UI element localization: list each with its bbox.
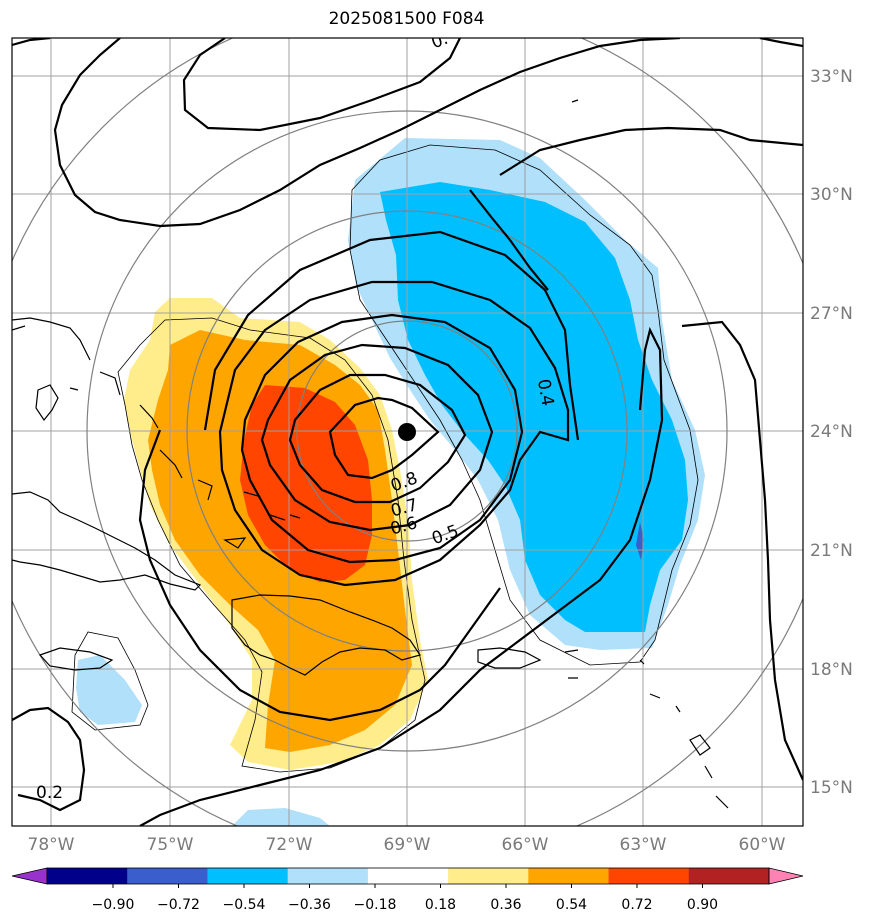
map-frame [11,37,804,827]
significance-contour-west [117,317,426,773]
contour-0.2 [12,706,86,812]
longitude-labels: 78°W 75°W 72°W 69°W 66°W 63°W 60°W [28,835,786,855]
lat-label: 30°N [810,185,853,205]
contour-0.3-south [138,429,501,722]
contour-0.4 [218,280,570,587]
colorbar-tick-label: 0.90 [687,897,718,913]
storm-center-marker [398,423,416,441]
contour-0.3-ne [469,189,549,291]
cuba-coast [12,491,202,591]
lon-label: 66°W [502,835,549,855]
lat-label: 15°N [810,778,853,798]
contour-top [12,38,681,228]
contour-label-0.2: 0.2 [36,783,63,803]
florida-coast [12,317,91,361]
colorbar-tick-label: −0.90 [92,897,135,913]
colorbar-extend-min [11,867,48,885]
contour-0.2-ring [139,326,664,826]
colorbar-bin [367,868,449,884]
colorbar-bin [688,868,770,884]
colorbar-bin [608,868,690,884]
contour-0.3 [203,230,580,441]
negative-shading-inner [380,182,688,632]
colorbar-bin [127,868,208,884]
lat-label: 24°N [810,422,853,442]
colorbar-tick-label: −0.54 [223,897,266,913]
hispaniola-coast [231,594,421,676]
colorbar-tick-label: 0.36 [490,897,521,913]
colorbar-tick-label: −0.72 [157,897,200,913]
lon-label: 69°W [384,835,431,855]
colorbar-bin [207,868,289,884]
colorbar-bin [448,868,529,884]
map-title: 2025081500 F084 [328,9,485,29]
contour-top-2 [182,38,461,132]
colorbar-tick-label: 0.72 [621,897,652,913]
range-rings [12,38,803,826]
bahamas-islands [35,371,301,549]
lat-label: 18°N [810,660,853,680]
significance-contour-sw [71,631,149,731]
anomaly-contours [12,38,803,826]
contour-nw-corner [759,38,803,48]
colorbar-tick-label: 0.54 [556,897,587,913]
lon-label: 72°W [266,835,313,855]
colorbar-bins [47,868,770,884]
contour-0.7 [288,373,467,504]
lesser-antilles [564,99,729,809]
lon-label: 60°W [739,835,786,855]
significance-contour [349,144,699,666]
lon-label: 78°W [28,835,75,855]
latitude-labels: 33°N 30°N 27°N 24°N 21°N 18°N 15°N [810,67,853,798]
contour-label-0.4: 0.4 [533,378,557,408]
lon-label: 63°W [620,835,667,855]
contour-outer-east [681,320,803,781]
lat-label: 27°N [810,304,853,324]
colorbar-bin [287,868,369,884]
colorbar-tick-label: −0.36 [288,897,331,913]
colorbar-tick-label: −0.18 [354,897,397,913]
colorbar-tick-label: 0.18 [425,897,456,913]
negative-shading-sw [76,655,142,725]
lon-label: 75°W [147,835,194,855]
colorbar-ticks: −0.90 −0.72 −0.54 −0.36 −0.18 0.18 0.36 0.54 0.7… [92,884,718,913]
contour-label-top: 0. [429,29,451,53]
colorbar-bin [528,868,610,884]
contour-0.5 [240,313,524,564]
map-panel: 0.8 0.7 0.6 0.5 0.4 0.2 0. [12,29,803,826]
colorbar-extend-max [768,867,804,885]
lat-label: 21°N [810,541,853,561]
puerto-rico-coast [477,647,542,669]
negative-shading-south [232,808,330,826]
jamaica-coast [38,647,114,671]
positive-shading-inner [240,385,372,582]
contour-0.3-east [499,126,803,176]
lat-label: 33°N [810,67,853,87]
contour-0.8 [328,396,440,480]
colorbar-outline [46,867,770,885]
colorbar: −0.90 −0.72 −0.54 −0.36 −0.18 0.18 0.36 0.54 0.7… [11,867,804,913]
contour-0.6 [260,343,494,532]
colorbar-bin [47,868,128,884]
coastlines [12,99,729,809]
